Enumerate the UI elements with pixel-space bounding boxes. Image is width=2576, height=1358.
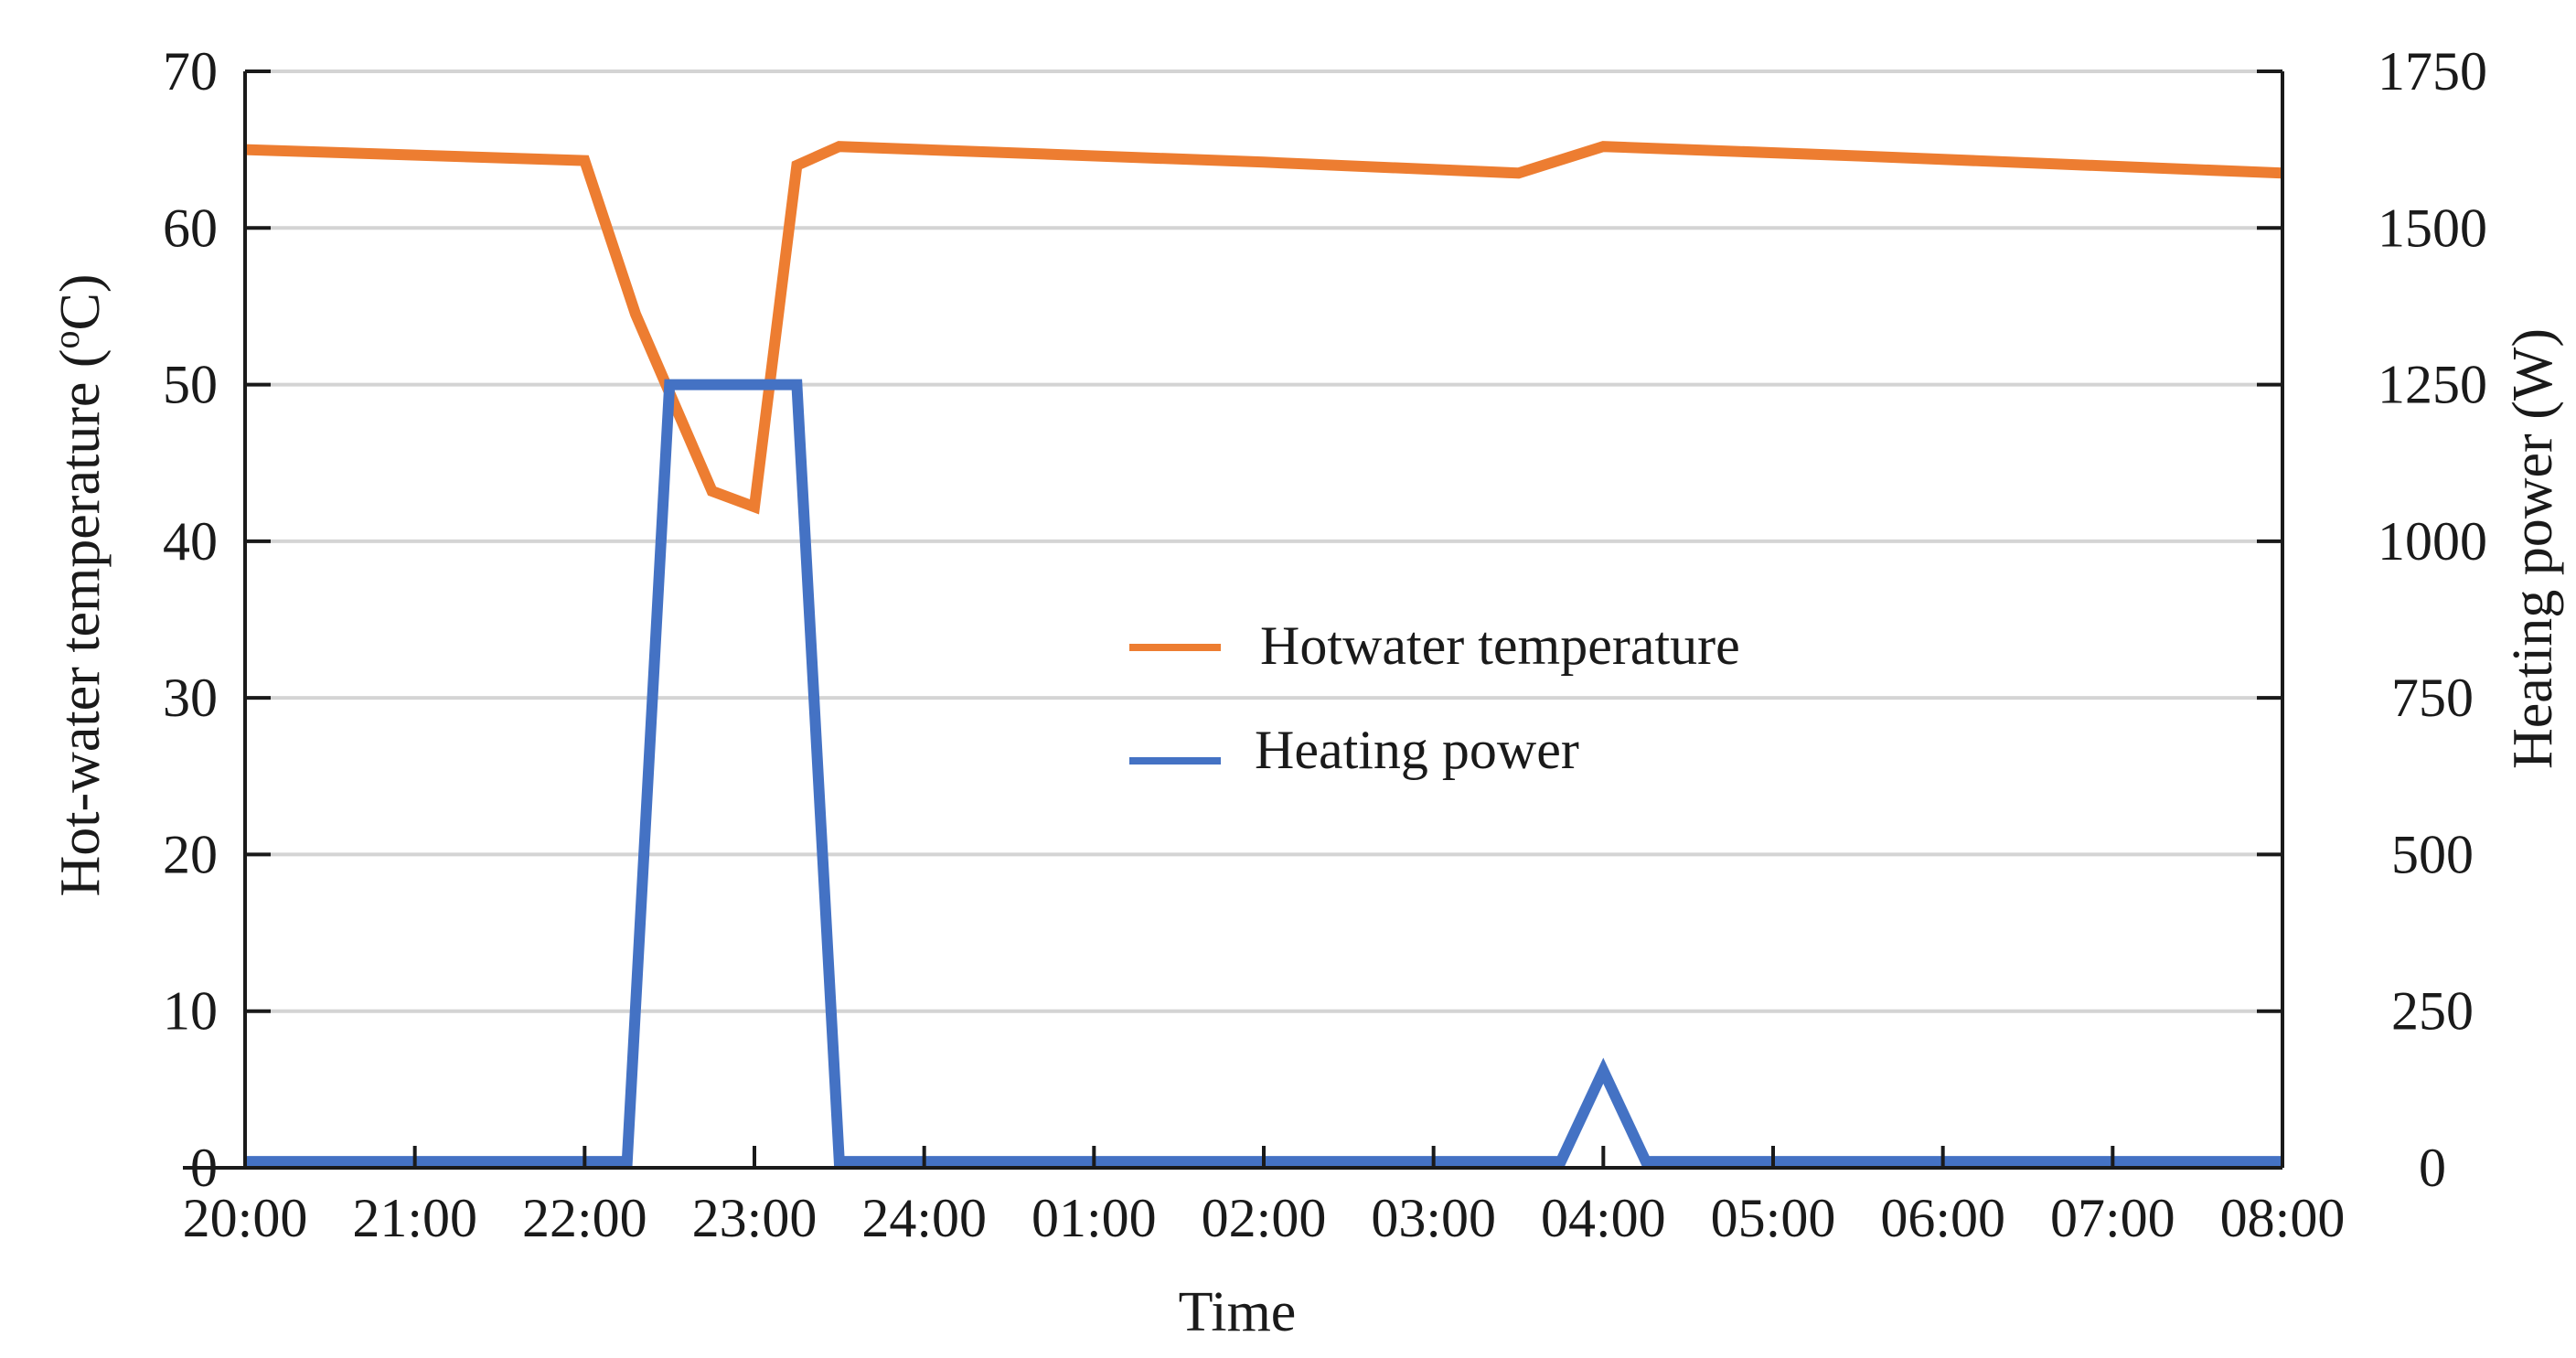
x-tick-label-5: 01:00 [1031,1188,1157,1248]
left-tick-label-2: 20 [163,824,218,884]
x-tick-label-11: 07:00 [2050,1188,2175,1248]
left-tick-label-3: 30 [163,668,218,728]
left-tick-label-7: 70 [163,41,218,102]
series-lines [244,141,2283,1168]
left-y-tick-labels: 0 10 20 30 40 50 60 70 [163,41,218,1198]
left-tick-label-0: 0 [190,1138,218,1198]
right-tick-label-6: 1500 [2378,198,2487,258]
right-tick-label-5: 1250 [2378,355,2487,415]
right-tick-label-1: 250 [2391,981,2474,1042]
x-tick-label-8: 04:00 [1541,1188,1666,1248]
legend-label-temperature: Hotwater temperature [1260,615,1740,676]
x-tick-label-3: 23:00 [692,1188,818,1248]
legend: Hotwater temperature Heating power [1129,615,1740,780]
axes [183,70,2284,1170]
x-tick-label-6: 02:00 [1202,1188,1327,1248]
heating-power-line [245,379,2282,1168]
x-tick-label-9: 05:00 [1711,1188,1836,1248]
right-y-axis-title: Heating power (W) [2502,328,2564,769]
hotwater-temperature-line [244,141,2283,515]
left-tick-label-5: 50 [163,355,218,415]
x-tick-label-2: 22:00 [522,1188,647,1248]
left-tick-label-6: 60 [163,198,218,258]
right-tick-label-3: 750 [2391,668,2474,728]
left-tick-label-4: 40 [163,511,218,572]
x-tick-labels: 20:00 21:00 22:00 23:00 24:00 01:00 02:00 03:00… [183,1188,2346,1248]
right-tick-label-7: 1750 [2378,41,2487,102]
x-tick-label-4: 24:00 [861,1188,987,1248]
left-y-axis-title: Hot-water temperature (oC) [46,273,112,896]
x-tick-label-1: 21:00 [352,1188,477,1248]
right-tick-label-2: 500 [2391,824,2474,884]
legend-label-power: Heating power [1255,720,1579,780]
x-tick-label-0: 20:00 [183,1188,308,1248]
gridlines [245,70,2282,1013]
left-tick-label-1: 10 [163,981,218,1042]
x-tick-label-7: 03:00 [1371,1188,1496,1248]
right-tick-label-0: 0 [2419,1138,2446,1198]
x-tick-label-10: 06:00 [1880,1188,2005,1248]
x-axis-title: Time [1179,1281,1297,1343]
right-tick-label-4: 1000 [2378,511,2487,572]
right-y-tick-labels: 0 250 500 750 1000 1250 1500 1750 [2378,41,2487,1198]
x-tick-label-12: 08:00 [2220,1188,2346,1248]
